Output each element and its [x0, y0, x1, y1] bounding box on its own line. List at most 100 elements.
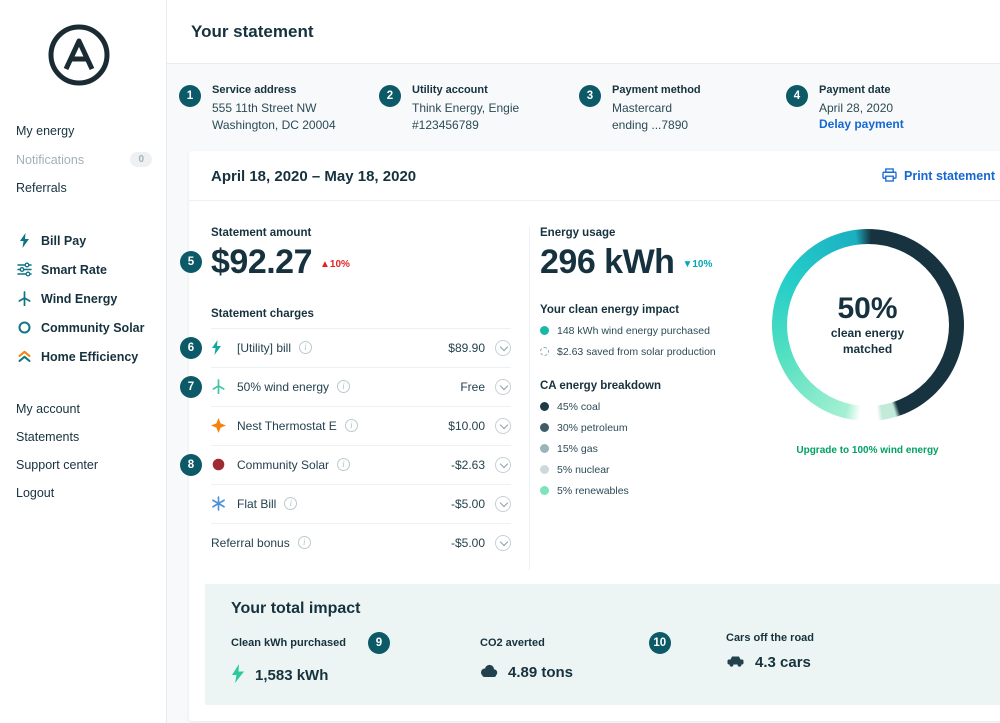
- nav-label: Logout: [16, 486, 55, 500]
- solar-dashed-dot-icon: [540, 347, 549, 357]
- nav-label: Community Solar: [41, 320, 145, 335]
- sidebar-item-logout[interactable]: Logout: [16, 479, 152, 507]
- print-statement-label: Print statement: [904, 169, 995, 184]
- sidebar: My energy Notifications 0 Referrals Bill…: [0, 0, 167, 723]
- arcadia-logo[interactable]: [46, 22, 152, 93]
- energy-breakdown-label: CA energy breakdown: [540, 379, 661, 392]
- step-badge-5: 5: [180, 251, 202, 274]
- cars-off-road-block: Cars off the road 4: [726, 632, 975, 687]
- charge-row-nest-thermostat: Nest Thermostat E $10.00: [211, 405, 511, 445]
- clean-energy-gauge: 50% clean energy matched: [771, 228, 964, 421]
- sidebar-item-my-account[interactable]: My account: [16, 395, 152, 423]
- info-line: Think Energy, Engie: [412, 101, 520, 115]
- list-item: 5% nuclear: [540, 464, 742, 476]
- sidebar-item-statements[interactable]: Statements: [16, 423, 152, 451]
- sidebar-item-support-center[interactable]: Support center: [16, 451, 152, 479]
- renewables-dot-icon: [540, 486, 549, 496]
- payment-date-block: 4 Payment date April 28, 2020 Delay paym…: [786, 84, 986, 135]
- step-badge-9: 9: [367, 631, 390, 654]
- total-impact-section: Your total impact Clean kWh purchased 9 …: [205, 583, 1000, 705]
- info-line: Mastercard: [612, 101, 673, 115]
- green-bolt-icon: [231, 663, 245, 687]
- statement-amount-line: 5 $92.27 ▲10%: [180, 243, 511, 282]
- sidebar-item-wind-energy[interactable]: Wind Energy: [16, 284, 152, 313]
- charge-value: $10.00: [448, 418, 485, 433]
- impact-value: 1,583 kWh: [255, 666, 329, 684]
- wind-dot-icon: [540, 326, 549, 336]
- sidebar-item-bill-pay[interactable]: Bill Pay: [16, 226, 152, 255]
- total-impact-title: Your total impact: [231, 599, 361, 617]
- chevron-down-icon[interactable]: [495, 534, 511, 551]
- chevron-down-icon[interactable]: [495, 456, 511, 473]
- charge-label: Nest Thermostat E: [237, 418, 337, 433]
- info-label: Service address: [212, 84, 297, 96]
- nav-label: Wind Energy: [41, 291, 118, 306]
- info-icon[interactable]: [337, 380, 351, 394]
- gauge-caption-line: matched: [842, 341, 893, 356]
- statement-amount-column: Statement amount 5 $92.27 ▲10% Statement…: [180, 226, 530, 570]
- info-label: Payment method: [612, 84, 701, 96]
- main-content: Your statement 1 Service address 555 11t…: [167, 0, 1000, 723]
- charge-row-community-solar: 8 Community Solar -$2.63: [180, 444, 511, 484]
- sidebar-item-home-efficiency[interactable]: Home Efficiency: [16, 342, 152, 371]
- nav-label: Referrals: [16, 181, 67, 195]
- lightning-bolt-icon: [211, 340, 228, 356]
- nav-label: My energy: [16, 124, 75, 138]
- energy-breakdown-list: 45% coal 30% petroleum 15% gas 5% nuclea…: [540, 401, 742, 497]
- snowflake-asterisk-icon: [211, 496, 228, 512]
- sidebar-item-notifications[interactable]: Notifications 0: [16, 145, 152, 174]
- charge-row-referral-bonus: Referral bonus -$5.00: [211, 522, 511, 562]
- statement-card-body: Statement amount 5 $92.27 ▲10% Statement…: [180, 201, 1000, 570]
- list-item: $2.63 saved from solar production: [540, 346, 742, 358]
- sidebar-item-referrals[interactable]: Referrals: [16, 174, 152, 202]
- charge-row-wind-energy: 7 50% wind energy Free: [180, 366, 511, 406]
- impact-text: 148 kWh wind energy purchased: [557, 324, 710, 337]
- gauge-caption: clean energy matched: [831, 326, 904, 357]
- list-item: 148 kWh wind energy purchased: [540, 325, 742, 337]
- gauge-center: 50% clean energy matched: [786, 243, 949, 406]
- efficiency-chevrons-icon: [16, 349, 32, 364]
- wind-turbine-icon: [211, 379, 228, 395]
- info-icon[interactable]: [297, 536, 311, 550]
- nav-label: My account: [16, 402, 80, 416]
- step-badge-3: 3: [579, 85, 601, 107]
- step-badge-7: 7: [180, 375, 202, 398]
- clean-impact-label: Your clean energy impact: [540, 303, 680, 316]
- list-item: 15% gas: [540, 443, 742, 455]
- breakdown-text: 5% nuclear: [557, 463, 610, 476]
- chevron-down-icon[interactable]: [495, 378, 511, 395]
- info-icon[interactable]: [337, 458, 351, 472]
- statement-card-header: April 18, 2020 – May 18, 2020 Print stat…: [189, 151, 1000, 201]
- chevron-down-icon[interactable]: [495, 339, 511, 356]
- info-line: April 28, 2020: [819, 101, 894, 115]
- breakdown-text: 15% gas: [557, 442, 598, 455]
- chevron-down-icon[interactable]: [495, 417, 511, 434]
- step-badge-4: 4: [786, 85, 808, 107]
- page-header: Your statement: [167, 0, 1000, 64]
- printer-icon: [882, 168, 897, 185]
- info-icon[interactable]: [344, 419, 358, 433]
- statement-amount-label: Statement amount: [211, 226, 312, 239]
- sidebar-item-smart-rate[interactable]: Smart Rate: [16, 255, 152, 284]
- sidebar-item-my-energy[interactable]: My energy: [16, 117, 152, 145]
- print-statement-button[interactable]: Print statement: [882, 168, 995, 185]
- statement-card: April 18, 2020 – May 18, 2020 Print stat…: [180, 150, 1000, 721]
- charge-label: Referral bonus: [211, 535, 290, 550]
- utility-account-block: 2 Utility account Think Energy, Engie #1…: [379, 84, 579, 135]
- sidebar-products-nav: Bill Pay Smart Rate: [16, 226, 152, 371]
- charge-label: Flat Bill: [237, 496, 277, 511]
- service-address-block: 1 Service address 555 11th Street NW Was…: [179, 84, 379, 135]
- sidebar-item-community-solar[interactable]: Community Solar: [16, 313, 152, 342]
- delay-payment-link[interactable]: Delay payment: [819, 117, 904, 132]
- charge-value: Free: [460, 379, 485, 394]
- info-icon[interactable]: [299, 341, 313, 355]
- info-label: Utility account: [412, 84, 488, 96]
- charge-value: $89.90: [448, 340, 485, 355]
- upgrade-wind-link[interactable]: Upgrade to 100% wind energy: [796, 444, 939, 456]
- co2-averted-block: CO2 averted 10 4.89 tons: [480, 631, 726, 687]
- chevron-down-icon[interactable]: [495, 495, 511, 512]
- step-badge-2: 2: [379, 85, 401, 107]
- charge-value: -$2.63: [450, 457, 485, 472]
- impact-value: 4.3 cars: [755, 653, 811, 671]
- info-icon[interactable]: [284, 497, 298, 511]
